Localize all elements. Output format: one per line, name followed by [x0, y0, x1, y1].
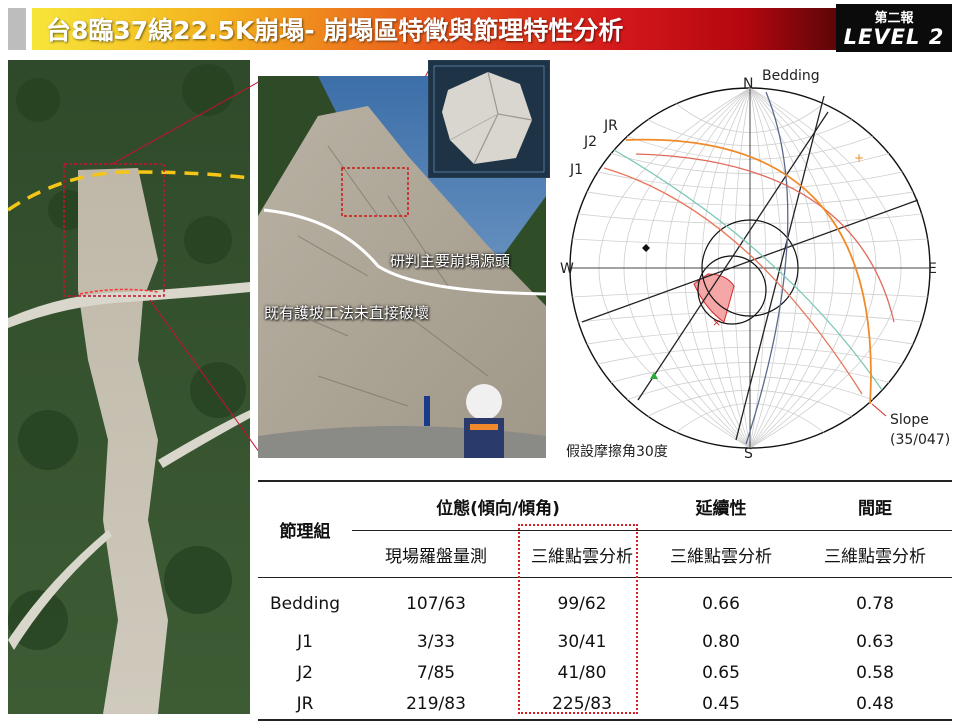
west-label: W — [560, 261, 574, 277]
pole-j1-triangle — [650, 372, 658, 379]
bedding-great-circle — [745, 91, 789, 445]
level-badge: 第二報 LEVEL 2 — [836, 4, 952, 52]
cell-field: 107/63 — [406, 594, 466, 614]
title-bar: 台8臨37線22.5K崩塌- 崩塌區特徵與節理特性分析 第二報 LEVEL 2 — [0, 0, 960, 56]
header-orientation: 位態(傾向/傾角) — [352, 480, 644, 531]
south-label: S — [744, 446, 753, 462]
cell-name: J2 — [297, 662, 313, 683]
subheader-cloud: 三維點雲分析 — [520, 530, 644, 578]
cell-name: J1 — [297, 631, 313, 652]
cell-cloud: 99/62 — [557, 594, 607, 614]
pole-bedding-diamond — [642, 244, 650, 252]
friction-note: 假設摩擦角30度 — [566, 443, 668, 460]
cell-persistence: 0.45 — [644, 688, 798, 721]
cell-persistence: 0.65 — [702, 662, 740, 683]
annotation-protection: 既有護坡工法未直接破壞 — [264, 304, 430, 322]
cell-name: JR — [258, 688, 352, 721]
strike-line-3 — [735, 95, 825, 441]
subheader-persistence: 三維點雲分析 — [644, 530, 798, 578]
pole-slope-plus: + — [854, 151, 864, 165]
aerial-photo — [8, 60, 250, 714]
cell-field: 3/33 — [416, 631, 456, 652]
page-title: 台8臨37線22.5K崩塌- 崩塌區特徵與節理特性分析 — [46, 16, 624, 45]
pole-jr-x: × — [712, 316, 721, 329]
cell-persistence: 0.66 — [702, 594, 740, 614]
cell-spacing: 0.78 — [856, 594, 894, 614]
table-row: J1 3/33 30/41 0.80 0.63 — [258, 626, 952, 657]
j1-great-circle — [603, 167, 863, 395]
title-banner — [32, 8, 872, 50]
cell-name: Bedding — [270, 594, 340, 614]
cell-spacing: 0.63 — [856, 631, 894, 652]
badge-report: 第二報 — [874, 11, 914, 26]
subheader-field: 現場羅盤量測 — [352, 530, 520, 578]
jr-great-circle — [635, 153, 895, 323]
cell-cloud: 41/80 — [557, 662, 607, 683]
east-label: E — [928, 261, 937, 277]
cell-cloud: 225/83 — [520, 688, 644, 721]
cell-field: 7/85 — [416, 662, 456, 683]
daylight-envelope — [697, 255, 767, 325]
cell-field: 219/83 — [352, 688, 520, 721]
cell-spacing: 0.58 — [856, 662, 894, 683]
strike-line-1 — [581, 199, 919, 323]
title-accent — [8, 8, 26, 50]
north-label: N — [743, 76, 753, 92]
header-group: 節理組 — [258, 480, 352, 578]
jr-label: JR — [603, 118, 618, 134]
stereonet-features: + × — [581, 91, 919, 445]
bedding-label: Bedding — [762, 68, 820, 84]
table-row: J2 7/85 41/80 0.65 0.58 — [258, 657, 952, 688]
annotation-source: 研判主要崩塌源頭 — [390, 252, 511, 270]
joint-table: 節理組 位態(傾向/傾角) 延續性 間距 現場羅盤量測 三維點雲分析 三維點雲分… — [258, 480, 952, 721]
rock-model-inset — [428, 60, 550, 178]
stereonet-grid — [569, 87, 931, 449]
slope-orientation-label: (35/047) — [890, 432, 950, 448]
cell-spacing: 0.48 — [798, 688, 952, 721]
cell-persistence: 0.80 — [702, 631, 740, 652]
friction-circle — [701, 219, 799, 317]
j2-label: J2 — [583, 134, 597, 150]
wedge-failure-zone — [693, 273, 735, 323]
table-row: JR 219/83 225/83 0.45 0.48 — [258, 688, 952, 721]
j2-great-circle — [613, 149, 883, 391]
slope-great-circle — [625, 138, 872, 405]
stereonet: + × N S E W Bedding JR J2 J1 Slope (35/0… — [560, 68, 950, 462]
j1-label: J1 — [569, 162, 583, 178]
header-persistence: 延續性 — [644, 480, 798, 531]
badge-level: LEVEL 2 — [843, 25, 945, 49]
cloud-column-highlight — [518, 524, 638, 714]
table-row: Bedding 107/63 99/62 0.66 0.78 — [258, 578, 952, 627]
header-spacing: 間距 — [798, 480, 952, 531]
subheader-spacing: 三維點雲分析 — [798, 530, 952, 578]
slope-label: Slope — [890, 412, 929, 428]
cell-cloud: 30/41 — [557, 631, 607, 652]
strike-line-2 — [637, 111, 829, 401]
